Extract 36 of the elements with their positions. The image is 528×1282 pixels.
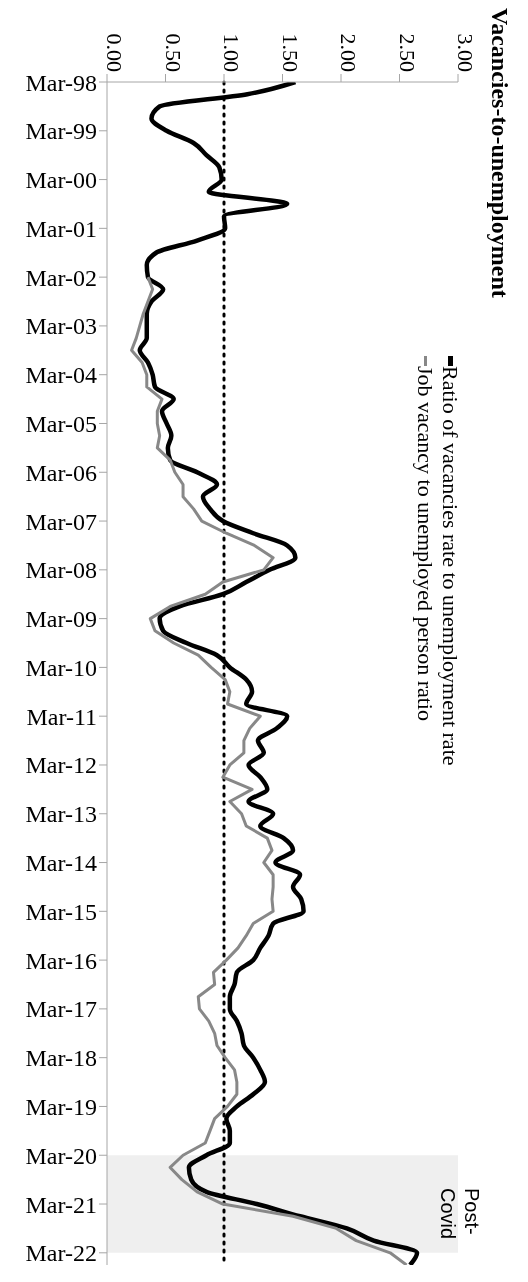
y-tick-label: Mar-02	[25, 264, 97, 291]
y-tick-label: Mar-15	[25, 898, 97, 925]
x-tick-label: 2.00	[336, 33, 361, 72]
y-tick-label: Mar-00	[25, 167, 97, 194]
y-tick-label: Mar-16	[25, 947, 97, 974]
y-tick-label: Mar-99	[25, 118, 97, 145]
y-tick-label: Mar-98	[25, 69, 97, 96]
y-tick-label: Mar-19	[25, 1093, 97, 1120]
y-tick-label: Mar-17	[25, 996, 97, 1023]
legend-label: Ratio of vacancies rate to unemployment rate	[438, 366, 463, 766]
x-tick-label: 1.50	[277, 33, 303, 72]
y-tick-label: Mar-12	[25, 752, 97, 779]
y-tick-label: Mar-01	[25, 215, 97, 242]
y-tick-label: Mar-08	[25, 557, 97, 584]
y-tick-label: Mar-04	[25, 362, 97, 389]
x-tick-label: 1.00	[219, 33, 244, 72]
y-tick-label: Mar-05	[25, 411, 97, 437]
x-tick-label: 0.00	[102, 33, 127, 72]
x-tick-label: 2.50	[394, 33, 420, 72]
band-label: Post-Covid	[436, 1188, 484, 1242]
y-tick-label: Mar-13	[25, 801, 97, 828]
y-tick-label: Mar-20	[25, 1142, 97, 1169]
y-tick-label: Mar-10	[25, 654, 97, 681]
y-tick-label: Mar-03	[25, 313, 97, 340]
y-tick-label: Mar-07	[25, 508, 97, 535]
y-tick-label: Mar-06	[25, 459, 97, 486]
y-tick-label: Mar-14	[25, 850, 97, 877]
x-tick-label: 3.00	[453, 33, 478, 72]
y-tick-label: Mar-11	[26, 703, 97, 730]
y-tick-label: Mar-22	[25, 1240, 97, 1267]
y-tick-label: Mar-21	[25, 1191, 97, 1218]
legend-label: Job vacancy to unemployed person ratio	[413, 366, 438, 721]
x-tick-label: 0.50	[160, 33, 186, 72]
y-tick-label: Mar-09	[25, 606, 97, 633]
y-tick-label: Mar-18	[25, 1045, 97, 1072]
text: Vacancies-to-unemployment	[486, 8, 513, 298]
